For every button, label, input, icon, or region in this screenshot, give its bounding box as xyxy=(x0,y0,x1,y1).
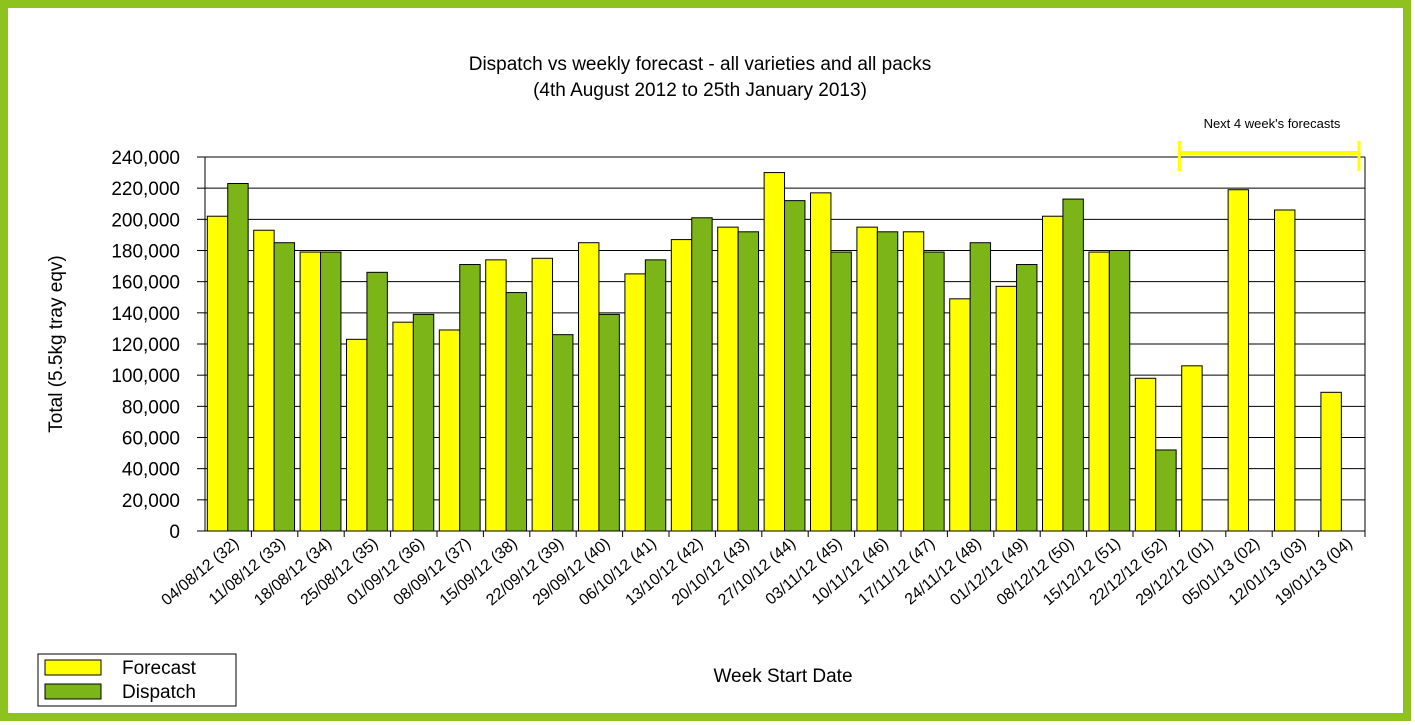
bar xyxy=(691,217,713,532)
bar xyxy=(876,231,899,532)
y-tick-label: 60,000 xyxy=(122,429,180,450)
y-tick-label: 200,000 xyxy=(111,210,180,231)
bar xyxy=(923,251,945,532)
annotation: Next 4 week's forecasts xyxy=(1204,116,1341,131)
bar xyxy=(253,229,275,532)
bar xyxy=(1320,391,1342,532)
legend-label: Dispatch xyxy=(122,682,196,703)
bar xyxy=(969,242,992,532)
legend-label: Forecast xyxy=(122,658,197,679)
bar xyxy=(273,242,296,532)
bar xyxy=(505,292,528,532)
y-tick-label: 40,000 xyxy=(122,460,180,481)
y-tick-label: 240,000 xyxy=(111,148,180,169)
bar xyxy=(412,313,435,532)
bar xyxy=(531,257,554,532)
bar xyxy=(902,231,925,532)
legend-swatch xyxy=(44,683,102,700)
bar xyxy=(763,172,786,532)
bar xyxy=(366,271,388,532)
y-tick-label: 160,000 xyxy=(111,273,180,294)
bar xyxy=(438,329,461,532)
y-tick-label: 140,000 xyxy=(111,304,180,325)
bar xyxy=(1042,215,1064,532)
y-tick-label: 220,000 xyxy=(111,179,180,200)
bar xyxy=(995,285,1018,532)
bar xyxy=(644,259,667,532)
bar xyxy=(1134,377,1157,532)
x-axis-title: Week Start Date xyxy=(713,666,852,687)
bar xyxy=(206,215,229,532)
y-axis-title: Total (5.5kg tray eqv) xyxy=(46,255,67,432)
y-tick-label: 120,000 xyxy=(111,335,180,356)
bar xyxy=(1181,365,1203,532)
legend-swatch xyxy=(44,659,102,676)
bar xyxy=(1227,189,1250,532)
bar xyxy=(717,226,739,532)
y-tick-label: 20,000 xyxy=(122,491,180,512)
y-tick-label: 180,000 xyxy=(111,242,180,263)
bar xyxy=(784,200,806,532)
bar xyxy=(1016,264,1038,532)
bar xyxy=(670,239,693,532)
bar xyxy=(552,334,574,532)
bar xyxy=(598,313,620,532)
bar xyxy=(949,298,971,532)
bar xyxy=(810,192,832,532)
bar xyxy=(856,226,878,532)
bar xyxy=(299,251,322,532)
bar xyxy=(1108,250,1131,532)
bar xyxy=(320,251,342,532)
chart-title: Dispatch vs weekly forecast - all variet… xyxy=(469,54,932,75)
y-tick-label: 0 xyxy=(169,522,180,543)
bar xyxy=(1155,449,1177,532)
bar xyxy=(485,259,507,532)
bar xyxy=(1062,198,1084,532)
bar xyxy=(578,242,600,532)
bar xyxy=(624,273,646,532)
bar xyxy=(1088,251,1110,532)
bar xyxy=(459,264,481,532)
y-tick-label: 100,000 xyxy=(111,366,180,387)
y-tick-label: 80,000 xyxy=(122,397,180,418)
bar xyxy=(346,338,368,532)
chart-subtitle: (4th August 2012 to 25th January 2013) xyxy=(533,80,867,101)
bar xyxy=(1274,209,1296,532)
bar xyxy=(227,182,249,532)
bar xyxy=(737,231,760,532)
bar xyxy=(830,251,852,532)
bar xyxy=(392,321,414,532)
